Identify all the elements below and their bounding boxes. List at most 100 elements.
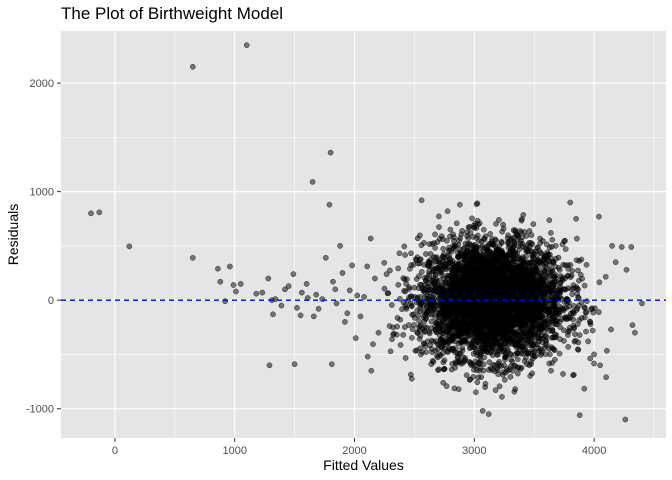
data-point — [413, 347, 420, 354]
data-point — [494, 256, 501, 263]
data-point — [478, 345, 485, 352]
data-point — [538, 281, 545, 288]
data-point — [500, 281, 507, 288]
data-point — [466, 376, 473, 383]
data-point — [291, 361, 298, 368]
data-point — [505, 280, 512, 287]
data-point — [553, 332, 560, 338]
data-point — [535, 335, 541, 342]
data-point — [477, 255, 484, 262]
data-point — [468, 277, 475, 283]
data-point — [421, 328, 428, 335]
data-point — [597, 362, 603, 369]
data-point — [474, 276, 480, 283]
data-point — [532, 317, 539, 323]
data-point — [443, 307, 450, 314]
data-point — [574, 235, 580, 242]
data-point — [474, 352, 481, 359]
data-point — [576, 258, 583, 264]
data-point — [408, 300, 414, 307]
data-point — [432, 245, 438, 251]
data-points — [88, 42, 645, 423]
data-point — [409, 326, 416, 332]
data-point — [416, 273, 422, 279]
data-point — [604, 347, 610, 354]
data-point — [561, 286, 568, 293]
data-point — [563, 314, 569, 321]
x-tick-label: 2000 — [342, 445, 366, 457]
data-point — [515, 337, 522, 344]
data-point — [315, 305, 322, 312]
data-point — [589, 327, 596, 334]
data-point — [477, 291, 484, 298]
data-point — [572, 331, 578, 337]
data-point — [436, 366, 442, 373]
data-point — [470, 242, 477, 249]
data-point — [372, 275, 378, 282]
data-point — [440, 379, 447, 386]
data-point — [535, 256, 542, 263]
data-point — [443, 383, 450, 389]
data-point — [535, 276, 542, 283]
x-axis-label: Fitted Values — [323, 457, 404, 473]
data-point — [408, 250, 414, 257]
data-point — [451, 237, 457, 244]
data-point — [556, 350, 563, 357]
data-point — [507, 374, 514, 380]
data-point — [576, 317, 583, 323]
data-point — [468, 341, 475, 348]
data-point — [519, 308, 525, 315]
x-axis-ticks: 0 1000 2000 3000 4000 — [112, 438, 606, 457]
data-point — [432, 281, 438, 287]
data-point — [428, 277, 435, 284]
data-point — [512, 249, 518, 256]
data-point — [567, 199, 574, 206]
data-point — [481, 276, 488, 283]
x-tick-label: 3000 — [462, 445, 486, 457]
data-point — [519, 343, 526, 350]
data-point — [478, 238, 485, 245]
data-point — [474, 232, 481, 239]
data-point — [482, 384, 488, 391]
data-point — [408, 375, 415, 382]
y-axis-label: Residuals — [5, 204, 21, 265]
data-point — [568, 286, 575, 292]
data-point — [464, 306, 470, 313]
data-point — [446, 260, 453, 266]
data-point — [441, 366, 448, 372]
data-point — [490, 241, 497, 248]
data-point — [487, 365, 494, 371]
data-point — [388, 302, 395, 308]
data-point — [409, 334, 415, 341]
data-point — [472, 322, 479, 329]
data-point — [518, 350, 525, 357]
data-point — [528, 323, 535, 329]
minor-gridlines — [61, 31, 666, 438]
data-point — [426, 330, 433, 337]
data-point — [603, 374, 609, 381]
data-point — [534, 285, 541, 292]
data-point — [444, 290, 450, 296]
data-point — [552, 242, 559, 249]
data-point — [488, 321, 495, 328]
data-point — [547, 351, 553, 358]
data-point — [222, 298, 228, 305]
data-point — [584, 298, 590, 304]
data-point — [446, 330, 453, 337]
data-point — [428, 318, 435, 325]
data-point — [570, 372, 577, 378]
data-point — [328, 361, 335, 368]
data-point — [543, 333, 550, 340]
data-point — [521, 296, 528, 302]
data-point — [330, 278, 336, 285]
data-point — [496, 321, 502, 328]
data-point — [553, 312, 560, 319]
data-point — [581, 304, 588, 311]
data-point — [445, 317, 452, 323]
data-point — [468, 316, 475, 323]
data-point — [496, 358, 503, 365]
data-point — [596, 279, 603, 286]
data-point — [395, 265, 402, 272]
data-point — [253, 290, 260, 297]
